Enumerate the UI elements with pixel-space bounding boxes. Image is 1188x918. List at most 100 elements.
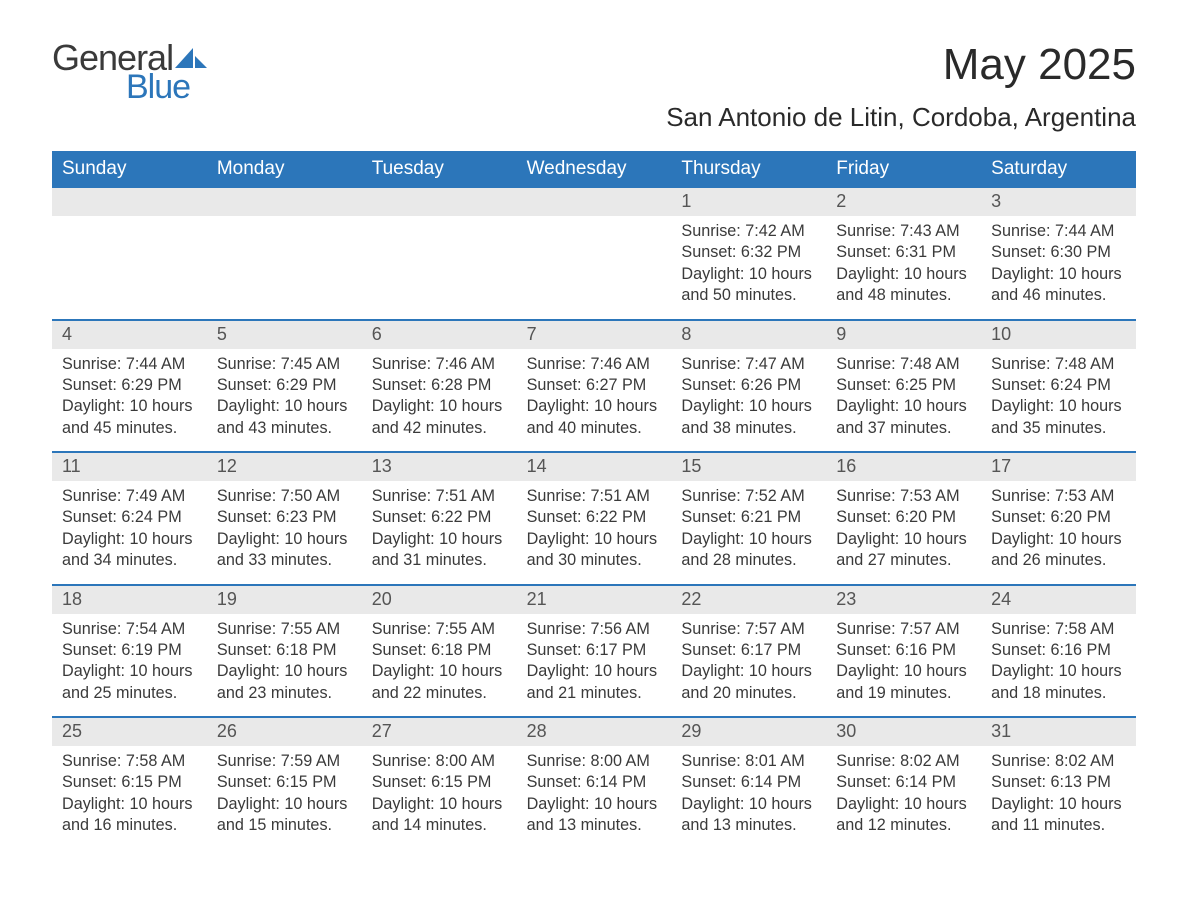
day-number: 24 xyxy=(981,586,1136,614)
daylight-text-line2: and 16 minutes. xyxy=(62,815,197,836)
daylight-text-line1: Daylight: 10 hours xyxy=(991,264,1126,285)
sunset-text: Sunset: 6:31 PM xyxy=(836,242,971,263)
daylight-text-line1: Daylight: 10 hours xyxy=(217,529,352,550)
sunrise-text: Sunrise: 8:02 AM xyxy=(836,751,971,772)
day-number: 6 xyxy=(362,321,517,349)
day-cell: Sunrise: 7:45 AMSunset: 6:29 PMDaylight:… xyxy=(207,349,362,452)
sunrise-text: Sunrise: 7:58 AM xyxy=(991,619,1126,640)
week-daynum-row: 18192021222324 xyxy=(52,586,1136,614)
daylight-text-line1: Daylight: 10 hours xyxy=(836,396,971,417)
sunrise-text: Sunrise: 7:58 AM xyxy=(62,751,197,772)
header-region: General Blue May 2025 San Antonio de Lit… xyxy=(52,40,1136,143)
day-number xyxy=(362,188,517,216)
day-cell: Sunrise: 7:57 AMSunset: 6:17 PMDaylight:… xyxy=(671,614,826,717)
day-cell: Sunrise: 7:58 AMSunset: 6:15 PMDaylight:… xyxy=(52,746,207,849)
day-cell: Sunrise: 7:52 AMSunset: 6:21 PMDaylight:… xyxy=(671,481,826,584)
day-number: 7 xyxy=(517,321,672,349)
sunset-text: Sunset: 6:21 PM xyxy=(681,507,816,528)
col-thursday: Thursday xyxy=(671,151,826,188)
sunset-text: Sunset: 6:19 PM xyxy=(62,640,197,661)
day-cell: Sunrise: 7:46 AMSunset: 6:28 PMDaylight:… xyxy=(362,349,517,452)
sunset-text: Sunset: 6:13 PM xyxy=(991,772,1126,793)
sunset-text: Sunset: 6:15 PM xyxy=(217,772,352,793)
daylight-text-line1: Daylight: 10 hours xyxy=(991,661,1126,682)
day-number: 18 xyxy=(52,586,207,614)
daylight-text-line2: and 35 minutes. xyxy=(991,418,1126,439)
col-monday: Monday xyxy=(207,151,362,188)
sunset-text: Sunset: 6:20 PM xyxy=(836,507,971,528)
daylight-text-line2: and 43 minutes. xyxy=(217,418,352,439)
sunrise-text: Sunrise: 7:50 AM xyxy=(217,486,352,507)
week-daynum-row: 123 xyxy=(52,188,1136,216)
sunrise-text: Sunrise: 7:48 AM xyxy=(836,354,971,375)
daylight-text-line2: and 23 minutes. xyxy=(217,683,352,704)
week-body-row: Sunrise: 7:42 AMSunset: 6:32 PMDaylight:… xyxy=(52,216,1136,319)
daylight-text-line2: and 31 minutes. xyxy=(372,550,507,571)
sunset-text: Sunset: 6:25 PM xyxy=(836,375,971,396)
sunrise-text: Sunrise: 7:55 AM xyxy=(372,619,507,640)
daylight-text-line1: Daylight: 10 hours xyxy=(681,529,816,550)
sunrise-text: Sunrise: 7:52 AM xyxy=(681,486,816,507)
week-body-row: Sunrise: 7:58 AM Sunset: 6:15 PM Daylight:… xyxy=(52,746,1136,849)
sunrise-text: Sunrise: 7:46 AM xyxy=(372,354,507,375)
week-daynum-row: 11121314151617 xyxy=(52,453,1136,481)
daylight-text-line2: and 45 minutes. xyxy=(62,418,197,439)
day-number: 29 xyxy=(671,718,826,746)
sunrise-text: Sunrise: 7:42 AM xyxy=(681,221,816,242)
sunset-text: Sunset: 6:24 PM xyxy=(991,375,1126,396)
sunrise-text: Sunrise: 7:45 AM xyxy=(217,354,352,375)
sunrise-text: Sunrise: 7:53 AM xyxy=(836,486,971,507)
day-number: 8 xyxy=(671,321,826,349)
daylight-text-line2: and 14 minutes. xyxy=(372,815,507,836)
daylight-text-line1: Daylight: 10 hours xyxy=(681,661,816,682)
sunset-text: Sunset: 6:24 PM xyxy=(62,507,197,528)
sunrise-text: Sunrise: 7:55 AM xyxy=(217,619,352,640)
daylight-text-line2: and 46 minutes. xyxy=(991,285,1126,306)
sunset-text: Sunset: 6:29 PM xyxy=(62,375,197,396)
day-number: 15 xyxy=(671,453,826,481)
daylight-text-line1: Daylight: 10 hours xyxy=(681,794,816,815)
day-number: 14 xyxy=(517,453,672,481)
sunset-text: Sunset: 6:30 PM xyxy=(991,242,1126,263)
sunrise-text: Sunrise: 7:49 AM xyxy=(62,486,197,507)
sunrise-text: Sunrise: 7:47 AM xyxy=(681,354,816,375)
daylight-text-line2: and 13 minutes. xyxy=(527,815,662,836)
week-daynum-row: 45678910 xyxy=(52,321,1136,349)
daylight-text-line2: and 19 minutes. xyxy=(836,683,971,704)
day-number: 22 xyxy=(671,586,826,614)
day-number: 30 xyxy=(826,718,981,746)
daylight-text-line2: and 26 minutes. xyxy=(991,550,1126,571)
day-cell: Sunrise: 7:55 AMSunset: 6:18 PMDaylight:… xyxy=(207,614,362,717)
day-cell: Sunrise: 7:53 AMSunset: 6:20 PMDaylight:… xyxy=(981,481,1136,584)
day-cell: Sunrise: 8:02 AMSunset: 6:13 PMDaylight:… xyxy=(981,746,1136,849)
daylight-text-line2: and 15 minutes. xyxy=(217,815,352,836)
daylight-text-line1: Daylight: 10 hours xyxy=(527,794,662,815)
daylight-text-line1: Daylight: 10 hours xyxy=(62,661,197,682)
day-number xyxy=(207,188,362,216)
daylight-text-line1: Daylight: 10 hours xyxy=(527,529,662,550)
sunset-text: Sunset: 6:18 PM xyxy=(217,640,352,661)
day-cell: Sunrise: 7:47 AMSunset: 6:26 PMDaylight:… xyxy=(671,349,826,452)
sunset-text: Sunset: 6:27 PM xyxy=(527,375,662,396)
sunrise-text: Sunrise: 8:02 AM xyxy=(991,751,1126,772)
daylight-text-line1: Daylight: 10 hours xyxy=(62,529,197,550)
sunset-text: Sunset: 6:14 PM xyxy=(681,772,816,793)
day-number: 28 xyxy=(517,718,672,746)
sunset-text: Sunset: 6:18 PM xyxy=(372,640,507,661)
day-cell: Sunrise: 7:54 AMSunset: 6:19 PMDaylight:… xyxy=(52,614,207,717)
daylight-text-line1: Daylight: 10 hours xyxy=(372,529,507,550)
day-cell xyxy=(207,216,362,319)
daylight-text-line1: Daylight: 10 hours xyxy=(991,794,1126,815)
brand-logo: General Blue xyxy=(52,40,209,104)
day-cell: Sunrise: 7:46 AMSunset: 6:27 PMDaylight:… xyxy=(517,349,672,452)
daylight-text-line1: Daylight: 10 hours xyxy=(372,396,507,417)
col-tuesday: Tuesday xyxy=(362,151,517,188)
sunrise-text: Sunrise: 7:59 AM xyxy=(217,751,352,772)
daylight-text-line1: Daylight: 10 hours xyxy=(62,794,197,815)
sunrise-text: Sunrise: 7:44 AM xyxy=(991,221,1126,242)
day-number xyxy=(517,188,672,216)
day-cell: Sunrise: 7:48 AMSunset: 6:24 PMDaylight:… xyxy=(981,349,1136,452)
day-number: 2 xyxy=(826,188,981,216)
daylight-text-line1: Daylight: 10 hours xyxy=(217,661,352,682)
col-wednesday: Wednesday xyxy=(517,151,672,188)
